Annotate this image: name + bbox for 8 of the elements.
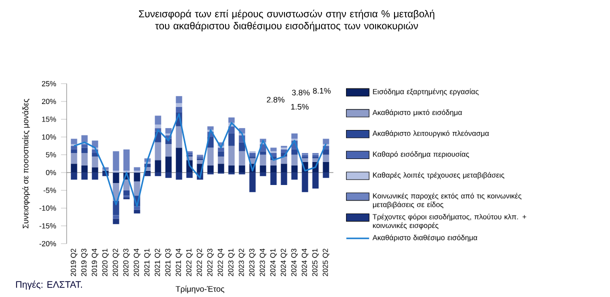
annotation: 8.1% — [313, 88, 331, 94]
annotation: 1.5% — [291, 104, 309, 110]
text: Πηγές: ΕΛΣΤΑΤ. — [16, 280, 82, 290]
annotation: 2.8% — [266, 96, 284, 103]
annotation: 3.8% — [292, 90, 310, 96]
x-axis-title: Τρίμηνο-Έτος — [176, 286, 224, 294]
y-axis-title: Συνεισφορά σε ποσοστιαίες μονάδες — [22, 98, 30, 228]
chart-title: Συνεισφορά των επί μέρους συνιστωσών στην ετήσια % μεταβολή του ακαθάριστου διαθέσιμου εισοδήματος των νοικοκυριών — [138, 10, 434, 32]
